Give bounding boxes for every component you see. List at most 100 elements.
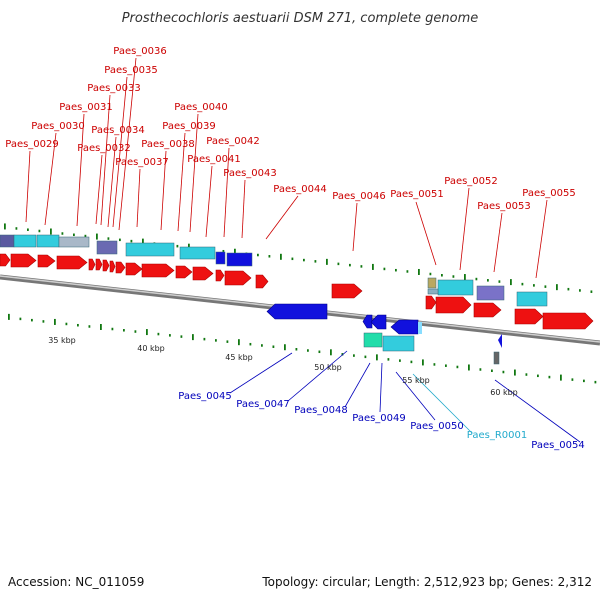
forward-cds [224,270,252,286]
tick-mark [422,359,424,366]
rna-feature [36,234,60,248]
tick-mark [42,320,45,323]
tick-mark [429,272,432,276]
gene-label-forward: Paes_0029 [5,139,59,150]
tick-mark [314,260,317,263]
tick-mark [487,279,489,282]
callout-line [535,199,548,279]
callout-line [95,154,103,225]
tick-mark [8,313,10,320]
tick-mark [203,337,206,341]
tick-mark [15,227,18,230]
callout-lines [25,57,581,443]
scale-label: 60 kbp [490,388,518,397]
forward-cds [0,253,11,267]
gene-label-forward: Paes_0039 [162,121,216,132]
forward-cds [425,295,437,310]
tick-mark [192,334,194,341]
gene-label-forward: Paes_0041 [187,154,241,165]
tick-mark [268,255,271,258]
feature-box [215,251,226,265]
gene-label-forward: Paes_0044 [273,184,327,195]
callout-line [493,212,503,273]
callout-line [112,76,128,228]
tick-mark [556,284,558,291]
tick-mark [360,265,363,268]
tick-mark [65,322,68,326]
tick-mark [119,238,121,242]
feature-box [476,285,505,301]
callout-line [344,362,371,408]
gene-label-forward: Paes_0033 [87,83,141,94]
forward-cds [95,258,103,271]
tick-mark [157,332,160,336]
forward-cds [141,263,175,278]
tick-mark [180,335,183,338]
tick-mark [468,364,470,371]
tick-mark [4,223,6,230]
feature-box [363,332,383,348]
rna-feature [125,242,175,257]
tick-mark [226,340,229,343]
tick-mark [291,257,294,261]
tick-mark [502,370,505,374]
tick-mark [130,239,133,243]
feature-box [427,277,437,289]
tick-mark [169,334,171,337]
gene-label-reverse: Paes_0050 [410,421,464,432]
tick-mark [594,380,597,384]
gene-label-forward: Paes_0031 [59,102,113,113]
callout-line [25,150,31,223]
tick-track-reverse [8,313,597,384]
tick-mark [498,280,501,283]
rna-feature [382,335,415,352]
tick-mark [521,282,524,286]
gene-label-forward: Paes_0034 [91,125,145,136]
scale-labels: 35 kbp 40 kbp 45 kbp 50 kbp 55 kbp 60 kbp [48,336,518,397]
tick-mark [353,354,355,357]
tick-mark [295,348,298,351]
tick-mark [533,284,535,287]
gene-label-forward: Paes_0035 [104,65,158,76]
forward-cds [331,283,363,299]
callout-line [76,113,85,227]
forward-cds [10,253,37,268]
gene-label-forward: Paes_0046 [332,191,386,202]
tick-mark [479,368,482,371]
callout-line [223,147,230,238]
tick-mark [134,330,137,333]
feature-box [226,252,253,267]
tick-mark [284,344,286,351]
gene-label-reverse: Paes_0049 [352,413,406,424]
tick-mark [433,363,436,366]
forward-cds [255,274,269,289]
callout-line [287,350,348,402]
tick-mark [61,232,64,235]
scale-label: 35 kbp [48,336,76,345]
forward-cds [37,254,56,268]
reverse-cds [370,314,387,330]
callout-line [118,57,137,231]
reverse-cds [498,334,502,348]
tick-mark [96,233,98,240]
tick-mark [544,285,547,288]
tick-mark [510,279,512,286]
scale-label: 40 kbp [137,344,165,353]
gene-label-reverse: Paes_0047 [236,399,290,410]
tick-mark [50,228,52,235]
callout-line [177,132,186,232]
gene-label-forward: Paes_0055 [522,188,576,199]
tick-mark [399,359,401,362]
callout-line [205,165,213,238]
tick-mark [307,349,309,352]
tick-mark [560,374,562,381]
tick-mark [525,373,528,376]
tick-mark [441,274,443,277]
tick-mark [364,355,367,359]
tick-mark [341,353,344,356]
gene-label-forward: Paes_0053 [477,201,531,212]
rna-feature [13,234,37,248]
forward-cds [514,308,544,325]
forward-cds [115,261,126,274]
